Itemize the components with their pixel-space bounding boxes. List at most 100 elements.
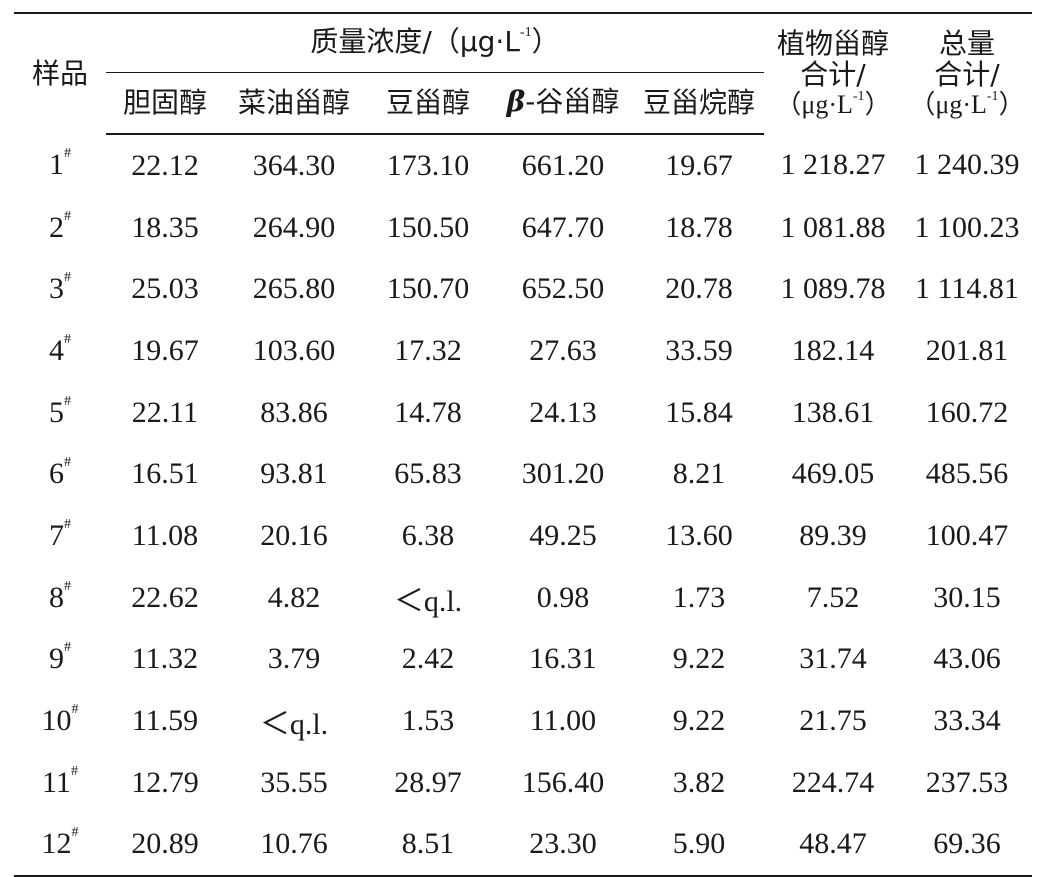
stigmastanol-cell: 5.90 bbox=[634, 813, 764, 877]
stigmasterol-cell: 150.70 bbox=[386, 272, 470, 306]
stigmastanol-cell: 9.22 bbox=[672, 642, 726, 676]
sample-id-cell: 3# bbox=[14, 258, 106, 320]
sample-mark: # bbox=[64, 393, 71, 409]
header-phytosterol-total: 植物甾醇 合计/ （μg·L-1） bbox=[764, 12, 902, 134]
grand-total-cell: 30.15 bbox=[933, 580, 1001, 614]
sample-id: 11 bbox=[42, 765, 71, 799]
table-row: 5# 22.11 83.86 14.78 24.13 15.84 138.61 160.72 bbox=[14, 382, 1032, 444]
mass-conc-unit-exponent: -1 bbox=[519, 25, 532, 41]
beta-sitosterol-cell: 24.13 bbox=[529, 395, 597, 429]
mass-conc-label: 质量浓度/（μg·L bbox=[310, 25, 520, 59]
sample-id: 8 bbox=[49, 580, 64, 614]
cholesterol-cell: 19.67 bbox=[131, 333, 199, 367]
stigmastanol-cell: 8.21 bbox=[672, 457, 726, 491]
sample-id-cell: 7# bbox=[14, 505, 106, 567]
stigmastanol-cell: 15.84 bbox=[665, 395, 733, 429]
campesterol-cell: 264.90 bbox=[252, 210, 336, 244]
beta-sitosterol-cell: 156.40 bbox=[521, 765, 605, 799]
stigmasterol-cell: 1.53 bbox=[401, 704, 455, 738]
mass-conc-close: ） bbox=[531, 25, 560, 59]
sample-id-cell: 2# bbox=[14, 197, 106, 259]
table-row: 7# 11.08 20.16 6.38 49.25 13.60 89.39 100.47 bbox=[14, 505, 1032, 567]
grand-total-cell: 43.06 bbox=[933, 642, 1001, 676]
header-row-sub: 胆固醇 菜油甾醇 豆甾醇 β-谷甾醇 豆甾烷醇 bbox=[14, 72, 1032, 135]
stigmasterol-cell: 65.83 bbox=[394, 457, 462, 491]
sample-id: 10 bbox=[41, 704, 72, 738]
header-cholesterol: 胆固醇 bbox=[106, 72, 224, 135]
phytosterol-total-cell: 1 089.78 bbox=[780, 272, 886, 306]
grand-total-cell: 100.47 bbox=[925, 518, 1009, 552]
cholesterol-cell: 22.11 bbox=[131, 395, 199, 429]
phytosterol-total-cell: 31.74 bbox=[799, 642, 867, 676]
phytosterol-total-cell: 1 081.88 bbox=[780, 210, 886, 244]
stigmasterol-cell: 2.42 bbox=[401, 642, 455, 676]
cholesterol-cell: 12.79 bbox=[131, 765, 199, 799]
cholesterol-cell: 22.12 bbox=[131, 148, 199, 182]
sample-id: 6 bbox=[49, 457, 64, 491]
header-mass-concentration-group: 质量浓度/（μg·L-1） bbox=[106, 12, 764, 73]
sample-mark: # bbox=[70, 763, 78, 779]
stigmasterol-cell: 8.51 bbox=[364, 813, 492, 877]
grand-total-cell: 160.72 bbox=[925, 395, 1009, 429]
sample-id: 1 bbox=[49, 148, 64, 182]
stigmasterol-cell: 14.78 bbox=[394, 395, 462, 429]
beta-symbol: β bbox=[506, 85, 526, 119]
beta-sitosterol-cell: 27.63 bbox=[529, 333, 597, 367]
phyto-total-unit: （μg·L-1） bbox=[764, 89, 902, 120]
sample-mark: # bbox=[64, 146, 71, 162]
table-row: 4# 19.67 103.60 17.32 27.63 33.59 182.14 201.81 bbox=[14, 320, 1032, 382]
table-row: 11# 12.79 35.55 28.97 156.40 3.82 224.74 237.53 bbox=[14, 752, 1032, 814]
table-row: 12# 20.89 10.76 8.51 23.30 5.90 48.47 69.36 bbox=[14, 813, 1032, 877]
campesterol-cell: 93.81 bbox=[260, 457, 328, 491]
header-sample: 样品 bbox=[14, 12, 106, 134]
beta-sitosterol-cell: 11.00 bbox=[529, 704, 597, 738]
cholesterol-cell: 11.08 bbox=[131, 518, 199, 552]
beta-sitosterol-cell: 23.30 bbox=[492, 813, 634, 877]
beta-sitosterol-cell: 647.70 bbox=[521, 210, 605, 244]
stigmastanol-cell: 18.78 bbox=[665, 210, 733, 244]
grand-total-cell: 1 114.81 bbox=[915, 272, 1019, 306]
beta-sitosterol-cell: 661.20 bbox=[521, 148, 605, 182]
sample-id-cell: 11# bbox=[14, 752, 106, 814]
header-grand-total: 总量 合计/ （μg·L-1） bbox=[902, 12, 1032, 134]
stigmastanol-cell: 33.59 bbox=[665, 333, 733, 367]
stigmasterol-cell: 17.32 bbox=[394, 333, 462, 367]
sample-id-cell: 10# bbox=[14, 690, 106, 752]
cholesterol-cell: 20.89 bbox=[106, 813, 224, 877]
beta-sitosterol-cell: 652.50 bbox=[521, 272, 605, 306]
total-unit-exponent: -1 bbox=[986, 88, 999, 104]
campesterol-cell: 364.30 bbox=[252, 148, 336, 182]
total-unit: （μg·L-1） bbox=[902, 88, 1032, 120]
stigmastanol-cell: 1.73 bbox=[672, 580, 726, 614]
cholesterol-cell: 25.03 bbox=[131, 272, 199, 306]
sample-id-cell: 8# bbox=[14, 567, 106, 629]
stigmasterol-cell: 6.38 bbox=[401, 518, 455, 552]
stigmastanol-cell: 13.60 bbox=[665, 518, 733, 552]
header-stigmasterol: 豆甾醇 bbox=[364, 72, 492, 135]
campesterol-cell: 103.60 bbox=[252, 333, 336, 367]
header-beta-sitosterol: β-谷甾醇 bbox=[492, 72, 634, 135]
sample-id: 9 bbox=[49, 642, 64, 676]
campesterol-cell: 4.82 bbox=[267, 580, 321, 614]
sample-mark: # bbox=[64, 270, 71, 286]
cholesterol-cell: 18.35 bbox=[131, 210, 199, 244]
sample-id-cell: 9# bbox=[14, 629, 106, 691]
sample-mark: # bbox=[71, 825, 79, 841]
table-row: 6# 16.51 93.81 65.83 301.20 8.21 469.05 485.56 bbox=[14, 443, 1032, 505]
sample-mark: # bbox=[64, 208, 71, 224]
cholesterol-cell: 22.62 bbox=[131, 580, 199, 614]
campesterol-cell: 35.55 bbox=[260, 765, 328, 799]
sample-mark: # bbox=[64, 455, 71, 471]
grand-total-cell: 237.53 bbox=[925, 765, 1009, 799]
sample-id: 3 bbox=[49, 272, 64, 306]
sample-mark: # bbox=[64, 578, 71, 594]
phytosterol-total-cell: 224.74 bbox=[791, 765, 875, 799]
campesterol-cell: 265.80 bbox=[252, 272, 336, 306]
sample-id: 12 bbox=[41, 827, 72, 861]
cholesterol-cell: 11.32 bbox=[131, 642, 199, 676]
phytosterol-total-cell: 469.05 bbox=[791, 457, 875, 491]
cholesterol-cell: 16.51 bbox=[131, 457, 199, 491]
sample-id: 2 bbox=[49, 210, 64, 244]
campesterol-cell: ＜q.l. bbox=[259, 708, 329, 742]
sample-id-cell: 1# bbox=[14, 134, 106, 197]
